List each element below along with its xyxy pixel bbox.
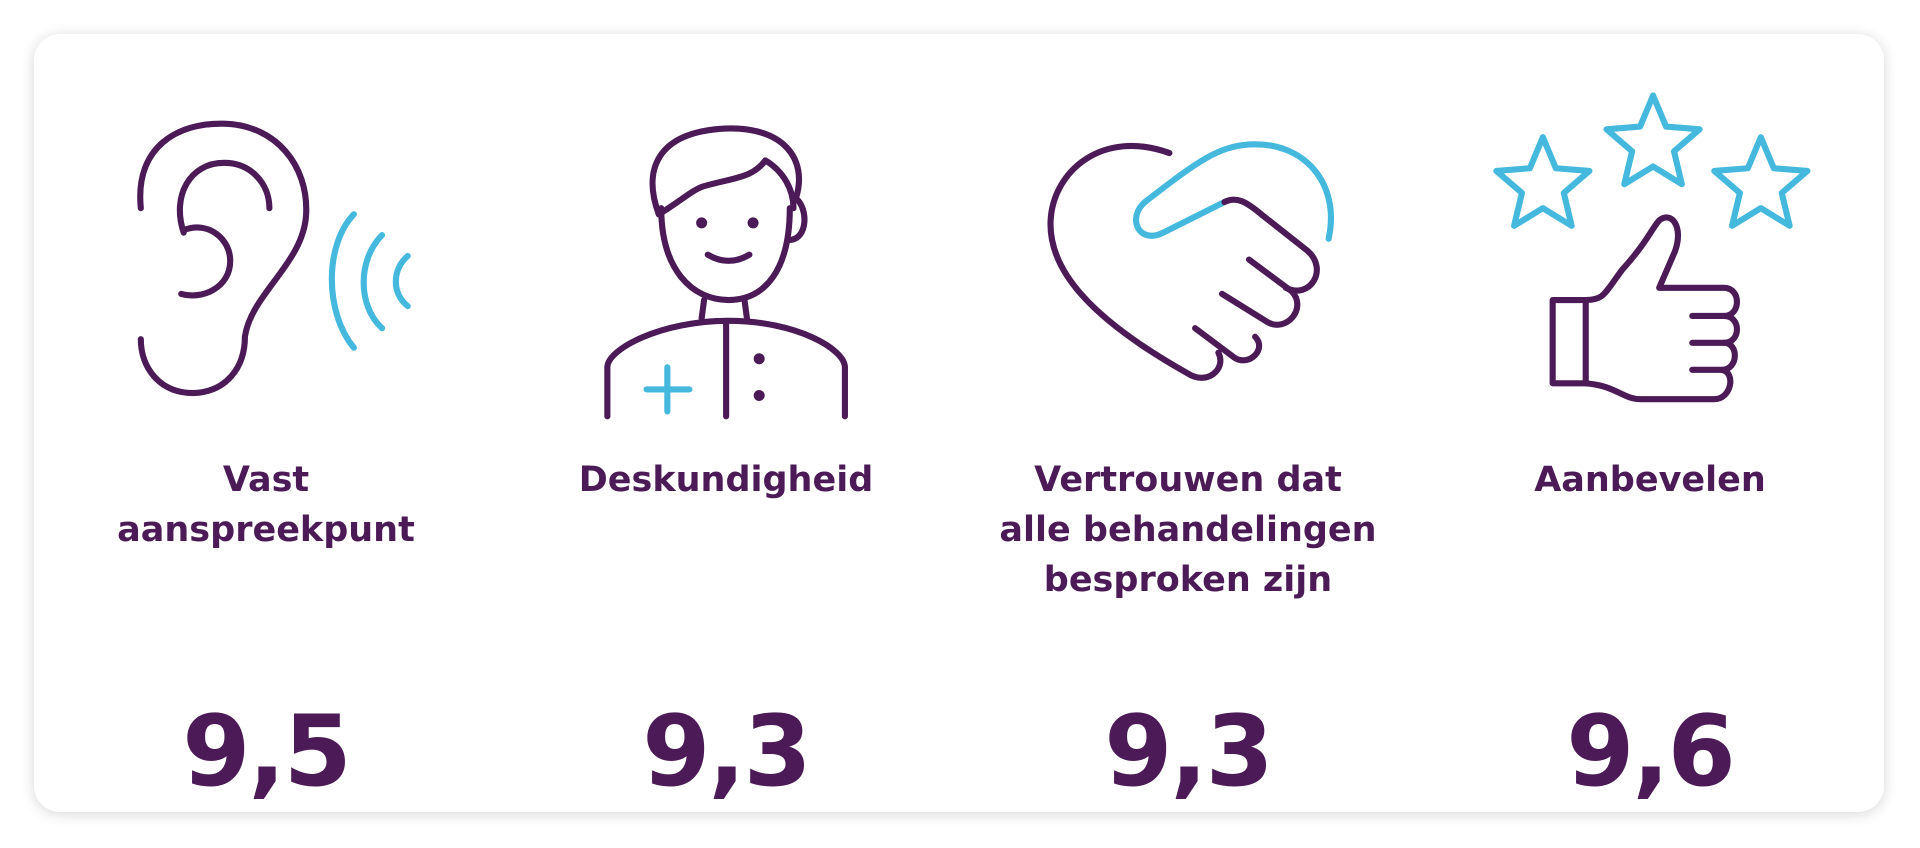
label-line: alle behandelingen bbox=[999, 510, 1377, 550]
score-item: Aanbevelen 9,6 bbox=[1430, 455, 1870, 807]
item-score: 9,5 bbox=[182, 695, 352, 809]
rating-icon bbox=[1493, 92, 1811, 403]
item-label: Vertrouwen dat alle behandelingen besproke… bbox=[968, 455, 1408, 655]
score-item: Vertrouwen dat alle behandelingen besproke… bbox=[968, 455, 1408, 807]
label-line: Aanbevelen bbox=[1534, 460, 1766, 500]
label-line: Deskundigheid bbox=[578, 460, 874, 500]
item-label: Aanbevelen bbox=[1430, 455, 1870, 655]
ear-icon bbox=[137, 120, 411, 397]
item-label: Deskundigheid bbox=[506, 455, 946, 655]
handshake-icon bbox=[1047, 141, 1334, 381]
score-item: Vast aanspreekpunt 9,5 bbox=[46, 455, 486, 807]
item-score: 9,3 bbox=[642, 695, 812, 809]
label-line: aanspreekpunt bbox=[117, 510, 415, 550]
item-label: Vast aanspreekpunt bbox=[46, 455, 486, 655]
label-line: Vast bbox=[222, 460, 310, 500]
item-score: 9,6 bbox=[1566, 695, 1736, 809]
item-score: 9,3 bbox=[1104, 695, 1274, 809]
label-line: Vertrouwen dat bbox=[1034, 460, 1342, 500]
score-card bbox=[34, 34, 1884, 812]
expert-icon bbox=[604, 125, 848, 420]
score-item: Deskundigheid 9,3 bbox=[506, 455, 946, 807]
label-line: besproken zijn bbox=[1043, 560, 1333, 600]
